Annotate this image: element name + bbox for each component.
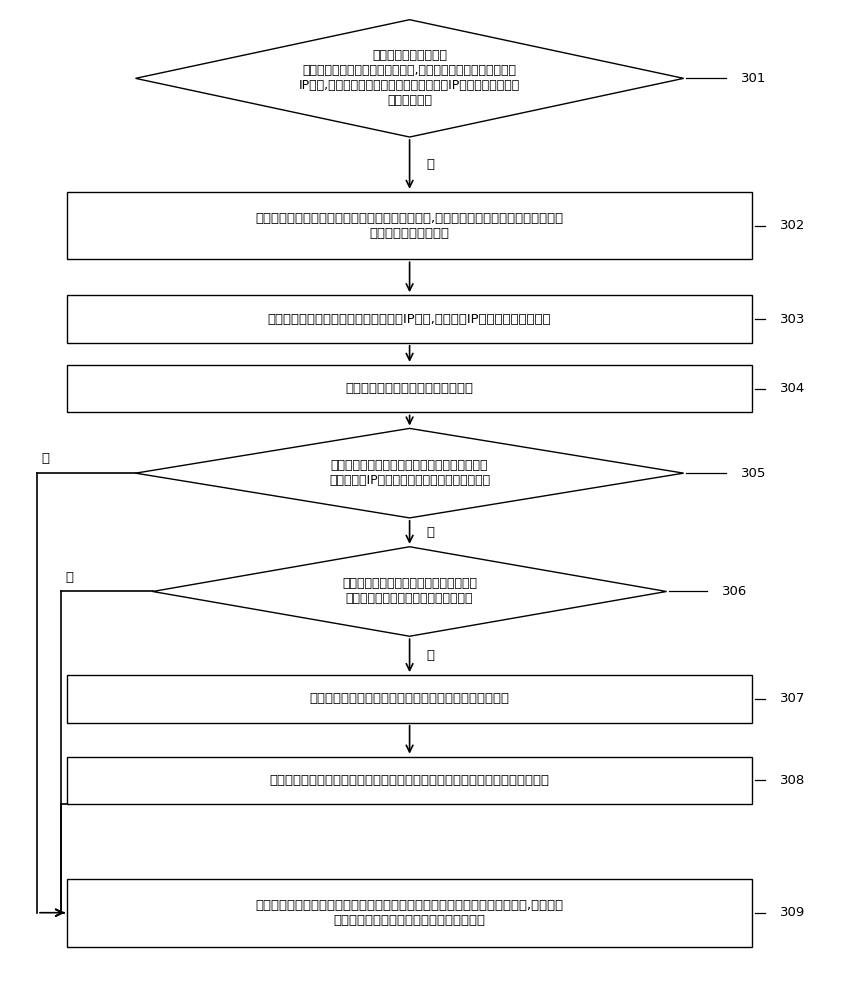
Polygon shape [152, 547, 666, 636]
Text: 306: 306 [722, 585, 746, 598]
Text: 所述报文转发平台将所述待可用的会话策略模板设置策略状态信息设置为不可用: 所述报文转发平台将所述待可用的会话策略模板设置策略状态信息设置为不可用 [269, 774, 549, 787]
Text: 所述报文转发平台判断所述会话策略模板
与所述待可用的会话策略模板是否一致: 所述报文转发平台判断所述会话策略模板 与所述待可用的会话策略模板是否一致 [342, 577, 476, 605]
FancyBboxPatch shape [67, 192, 752, 259]
Text: 所述报文转发平台从所述策略模板表中查询是否
存在与所述IP地址对应的待可用的会话策略模板: 所述报文转发平台从所述策略模板表中查询是否 存在与所述IP地址对应的待可用的会话… [329, 459, 490, 487]
FancyBboxPatch shape [67, 295, 752, 343]
Text: 否: 否 [426, 158, 434, 171]
Text: 否: 否 [41, 452, 49, 465]
Text: 是: 是 [426, 526, 434, 539]
Text: 305: 305 [740, 467, 765, 480]
Polygon shape [135, 20, 683, 137]
FancyBboxPatch shape [67, 879, 752, 947]
Text: 报文转发平台接收策略匹配平台发送的IP地址,以及所述IP地址对应的会话策略: 报文转发平台接收策略匹配平台发送的IP地址,以及所述IP地址对应的会话策略 [268, 313, 551, 326]
Text: 304: 304 [779, 382, 805, 395]
FancyBboxPatch shape [67, 675, 752, 723]
Text: 308: 308 [779, 774, 805, 787]
Text: 309: 309 [779, 906, 805, 919]
Text: 否: 否 [65, 571, 73, 584]
Text: 303: 303 [779, 313, 805, 326]
Polygon shape [135, 428, 683, 518]
Text: 将所述待可用的会话策略模板的策略状态信息设置为可用: 将所述待可用的会话策略模板的策略状态信息设置为可用 [309, 692, 509, 705]
FancyBboxPatch shape [67, 757, 752, 804]
Text: 所述报文转发平台将所述会话策略模板存储在所述报文转发平台的策略模板表,并将所述
会话策略模板的策略状态信息设置为待可用: 所述报文转发平台将所述会话策略模板存储在所述报文转发平台的策略模板表,并将所述 … [255, 899, 563, 927]
FancyBboxPatch shape [67, 365, 752, 412]
Text: 是: 是 [426, 649, 434, 662]
Text: 所述报文转发平台创建会话策略模板: 所述报文转发平台创建会话策略模板 [345, 382, 473, 395]
Text: 当从会话表中查询不到
报文所属的会话的会话连接表项时,报文转发平台根据所述报文的
IP地址,从策略模板表中查询是否存在与所述IP地址对应的可用的
会话策略模板: 当从会话表中查询不到 报文所属的会话的会话连接表项时,报文转发平台根据所述报文的… [299, 49, 519, 107]
Text: 所述报文转发平台将所述报文发送至策略匹配平台,所述策略匹配平台用于给所述报文所
属的会话设置会话策略: 所述报文转发平台将所述报文发送至策略匹配平台,所述策略匹配平台用于给所述报文所 … [255, 212, 563, 240]
Text: 302: 302 [779, 219, 805, 232]
Text: 301: 301 [740, 72, 765, 85]
Text: 307: 307 [779, 692, 805, 705]
